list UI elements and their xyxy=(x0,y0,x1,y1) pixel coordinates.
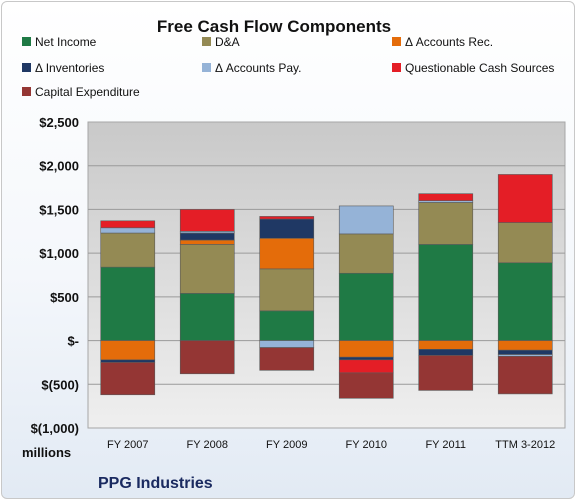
bar-segment xyxy=(418,355,474,391)
bar-segment xyxy=(418,244,474,341)
bar-segment xyxy=(338,272,394,341)
y-tick-label: $1,500 xyxy=(39,202,79,217)
bar-segment xyxy=(100,232,156,268)
unit-label: millions xyxy=(22,445,71,460)
y-tick-label: $- xyxy=(67,334,79,349)
y-tick-label: $500 xyxy=(50,290,79,305)
bar-segment xyxy=(497,356,553,395)
y-tick-label: $1,000 xyxy=(39,246,79,261)
bar-segment xyxy=(338,356,394,361)
bar-segment xyxy=(259,216,315,220)
bar-segment xyxy=(338,340,394,358)
bar-segment xyxy=(338,205,394,235)
x-tick-label: TTM 3-2012 xyxy=(495,439,555,451)
bar-segment xyxy=(100,359,156,363)
legend-entry: Δ Inventories xyxy=(35,61,104,75)
bar-segment xyxy=(338,359,394,374)
bar-segment xyxy=(418,349,474,356)
bar-segment xyxy=(259,340,315,348)
bar-segment xyxy=(418,193,474,201)
x-tick-label: FY 2009 xyxy=(266,439,307,451)
x-tick-label: FY 2007 xyxy=(107,439,148,451)
legend-swatch xyxy=(392,37,401,46)
legend-entry: Δ Accounts Pay. xyxy=(215,61,302,75)
company-name: PPG Industries xyxy=(98,475,213,492)
x-tick-label: FY 2008 xyxy=(187,439,228,451)
bar-segment xyxy=(259,268,315,312)
x-axis: FY 2007 FY 2008 FY 2009 FY 2010 FY 2011 TTM 3… xyxy=(107,439,555,451)
bar-segment xyxy=(100,220,156,229)
bar-segment xyxy=(497,222,553,264)
y-tick-label: $(1,000) xyxy=(31,421,79,436)
plot-area xyxy=(87,121,566,429)
legend-swatch xyxy=(22,37,31,46)
bar-segment xyxy=(497,340,553,351)
bar-segment xyxy=(100,266,156,341)
gridlines xyxy=(88,165,565,385)
bar-segment xyxy=(179,244,235,294)
y-axis: $2,500 $2,000 $1,500 $1,000 $500 $- $(500) $(1,… xyxy=(31,115,79,436)
bar-segment xyxy=(497,349,553,355)
bar-segment xyxy=(100,227,156,234)
legend-swatch xyxy=(22,87,31,96)
bar-segment xyxy=(259,347,315,371)
bar-segment xyxy=(338,233,394,274)
bar-segment xyxy=(179,209,235,232)
legend-entry: Capital Expenditure xyxy=(35,85,140,99)
bar-segment xyxy=(418,202,474,245)
bar-segment xyxy=(179,340,235,375)
bar-segment xyxy=(497,262,553,341)
bar-segment xyxy=(179,239,235,245)
bar-segment xyxy=(418,340,474,350)
legend-entry: Δ Accounts Rec. xyxy=(405,35,493,49)
y-tick-label: $2,000 xyxy=(39,159,79,174)
bar-segment xyxy=(338,372,394,399)
legend-entry: Net Income xyxy=(35,35,97,49)
bar-segment xyxy=(100,340,156,361)
y-tick-label: $2,500 xyxy=(39,115,79,130)
legend-swatch xyxy=(22,63,31,72)
bar-segment xyxy=(259,310,315,341)
legend-swatch xyxy=(392,63,401,72)
bar-segment xyxy=(259,237,315,270)
legend-swatch xyxy=(202,63,211,72)
chart-legend: Net Income D&A Δ Accounts Rec. Δ Inventorie… xyxy=(22,35,554,99)
legend-entry: Questionable Cash Sources xyxy=(405,61,554,75)
bar-segment xyxy=(179,232,235,241)
x-tick-label: FY 2010 xyxy=(346,439,387,451)
bar-segment xyxy=(100,362,156,396)
bars xyxy=(100,174,553,399)
bar-segment xyxy=(497,174,553,223)
legend-entry: D&A xyxy=(215,35,240,49)
bar-segment xyxy=(259,218,315,239)
bar-segment xyxy=(179,293,235,341)
x-tick-label: FY 2011 xyxy=(425,439,466,451)
y-tick-label: $(500) xyxy=(41,377,79,392)
legend-swatch xyxy=(202,37,211,46)
chart-title: Free Cash Flow Components xyxy=(157,17,391,36)
